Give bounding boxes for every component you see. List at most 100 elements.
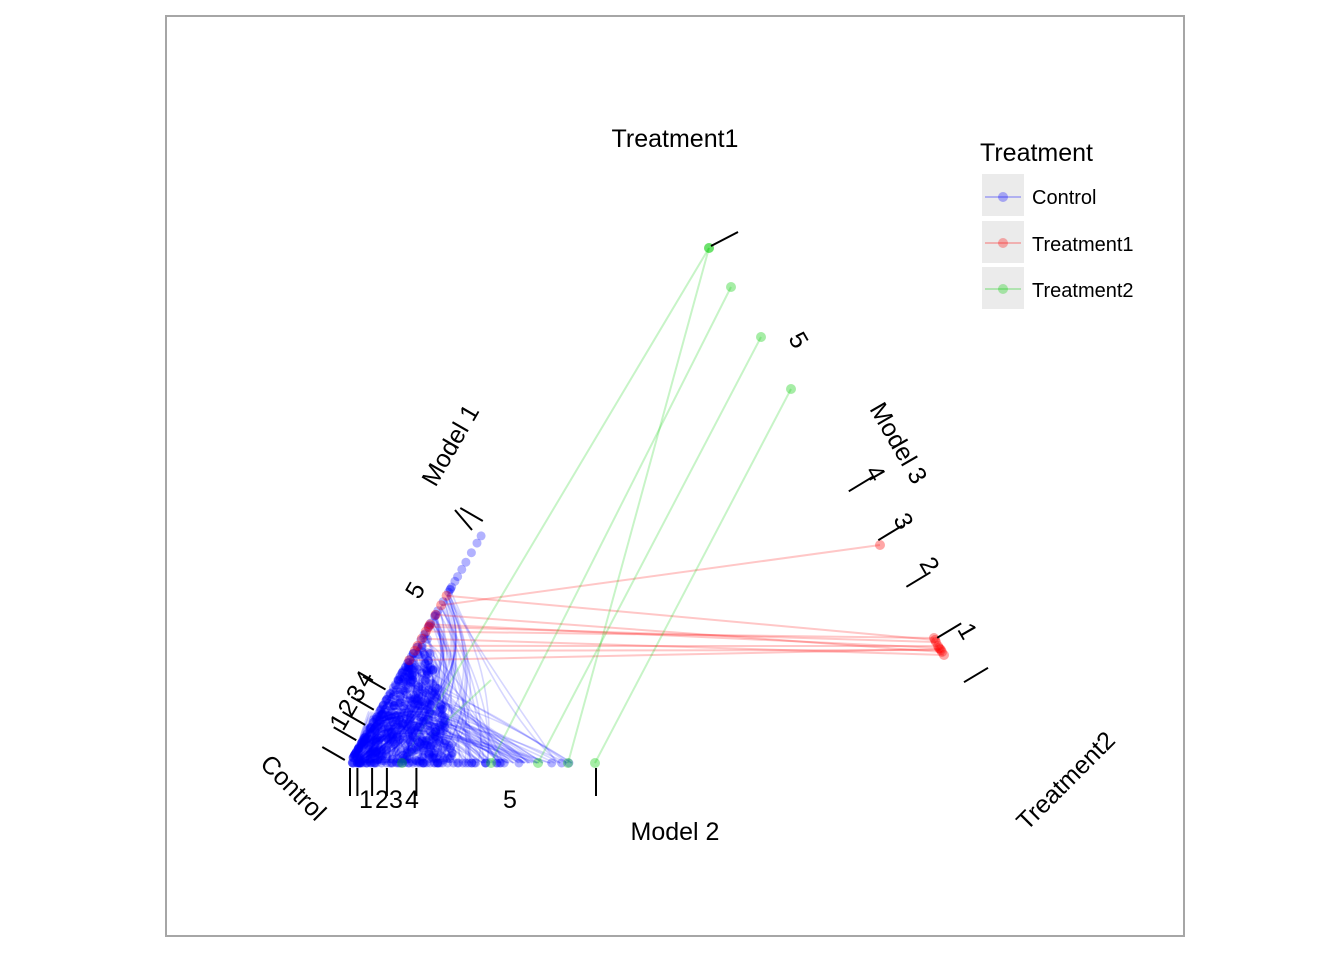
control-profile-line [386,696,465,764]
control-point [364,741,373,751]
treatment1-profile-line [446,594,936,641]
control-profile-line [375,696,405,764]
model3-tick-label: 5 [783,327,814,353]
control-profile-line [377,704,538,764]
control-point [372,746,382,756]
control-point [391,685,401,695]
control-point [392,758,402,768]
axis-title-model-1: Model 1 [416,400,485,491]
control-point [413,706,423,716]
legend-key-point [998,192,1008,202]
control-profile-line [439,591,472,764]
treatment1-point [412,640,423,651]
control-point [420,629,430,639]
control-profile-line [357,736,411,764]
control-point [386,710,396,720]
control-point [388,717,398,727]
legend-label-treatment1: Treatment1 [1032,234,1134,256]
control-profile-line [383,600,457,764]
control-point [385,715,394,725]
control-point [382,694,392,704]
legend-key-point [998,284,1008,294]
control-point [384,691,394,701]
control-profile-line [359,734,484,764]
control-profile-line [365,720,390,764]
control-point [365,724,374,734]
control-point [425,758,435,768]
control-profile-line [379,695,407,764]
control-point [398,678,408,688]
control-profile-line [375,707,402,764]
control-point [418,758,428,768]
control-point [419,674,429,684]
control-point [426,747,436,757]
control-profile-line [352,735,369,764]
control-profile-line [405,665,573,764]
control-point [353,745,363,755]
control-profile-line [371,716,439,764]
control-point [431,727,441,737]
control-point [353,754,363,764]
control-point [406,712,416,722]
control-point [371,735,381,745]
control-point [409,745,419,755]
control-point [367,758,377,768]
control-profile-line [386,668,416,764]
control-point [371,737,381,747]
control-point [406,652,416,662]
control-point [424,621,434,631]
control-point [381,695,391,705]
control-point [361,758,371,768]
control-profile-line [354,721,387,764]
control-point [426,700,436,709]
control-profile-line [355,735,454,764]
control-point [428,729,438,739]
treatment1-point [416,633,427,644]
control-point [405,655,415,665]
control-point [371,758,381,768]
control-profile-line [408,659,525,764]
control-point [447,748,457,758]
control-point [419,740,429,750]
control-point [431,727,440,737]
control-profile-line [383,681,421,764]
control-point [453,572,463,582]
control-point [369,758,379,768]
control-point [381,728,391,738]
control-point [371,734,381,743]
control-profile-line [437,610,485,764]
control-point [354,758,364,768]
control-point [404,758,414,768]
control-point [436,705,446,715]
control-point [360,735,370,744]
control-point [435,700,445,710]
control-point [395,691,405,701]
control-point [492,758,502,768]
control-profile-line [353,728,387,764]
control-point [407,747,417,757]
control-point [378,702,388,712]
control-profile-line [356,728,392,764]
control-profile-line [398,677,544,764]
control-point [421,664,431,674]
control-profile-line [362,711,515,764]
control-profile-line [364,706,402,764]
treatment1-point [441,590,452,601]
control-point [388,690,398,700]
control-point [396,671,405,680]
control-profile-line [364,674,408,764]
control-point [403,719,413,729]
control-profile-line [428,615,445,764]
control-point [389,701,399,710]
control-point [405,662,415,672]
control-point [437,710,447,719]
control-profile-line [352,711,477,764]
control-profile-line [376,699,400,764]
legend-label-treatment2: Treatment2 [1032,280,1134,302]
control-profile-line [374,719,472,764]
control-point [419,633,429,643]
control-profile-line [369,654,421,764]
control-profile-line [355,660,424,764]
control-point [418,716,428,726]
control-point [387,698,397,707]
